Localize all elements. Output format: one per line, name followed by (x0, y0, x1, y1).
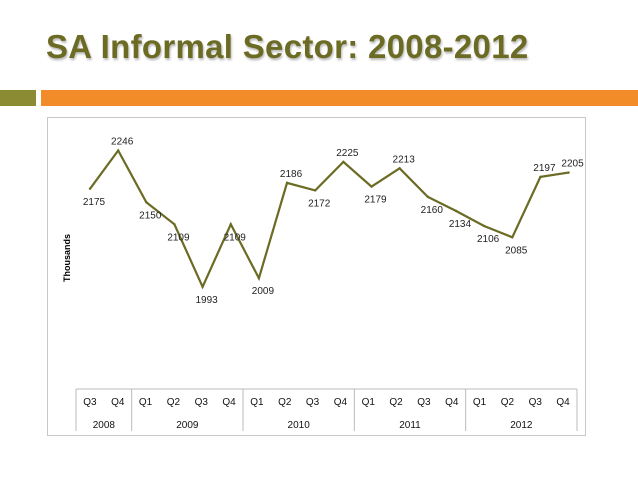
data-label: 2205 (561, 159, 584, 170)
x-tick-label: Q2 (501, 397, 515, 408)
data-label: 2134 (449, 219, 472, 230)
x-group-label: 2011 (399, 420, 421, 431)
data-label: 2225 (336, 148, 359, 159)
data-label: 2106 (477, 234, 500, 245)
data-point (511, 236, 514, 239)
data-point (201, 285, 204, 289)
title-accent-bar-orange (41, 90, 638, 106)
data-label: 2186 (280, 169, 303, 180)
x-tick-label: Q3 (195, 397, 209, 408)
data-point (88, 187, 92, 190)
data-point (145, 201, 148, 204)
data-point (173, 223, 176, 226)
series-line (89, 148, 569, 290)
title-accent-bar-olive (0, 90, 36, 106)
data-point (314, 189, 317, 192)
x-tick-label: Q3 (417, 397, 431, 408)
data-label: 2175 (83, 197, 106, 208)
x-tick-label: Q2 (389, 397, 403, 408)
y-axis-label: Thousands (62, 234, 72, 282)
x-tick-label: Q2 (167, 397, 181, 408)
data-label: 1993 (195, 295, 218, 306)
x-tick-label: Q2 (278, 397, 292, 408)
chart-frame (47, 117, 586, 436)
data-point (426, 195, 429, 199)
data-point (342, 160, 345, 164)
data-point (454, 209, 458, 213)
data-point (482, 224, 486, 228)
data-label: 2109 (224, 232, 247, 243)
data-label: 2085 (505, 245, 528, 256)
data-label: 2197 (533, 163, 556, 174)
x-tick-label: Q3 (83, 397, 97, 408)
x-tick-label: Q1 (139, 397, 153, 408)
x-tick-label: Q1 (473, 397, 487, 408)
data-point (257, 277, 261, 280)
x-group-label: 2009 (176, 420, 199, 431)
data-point (229, 223, 232, 226)
x-tick-label: Q4 (445, 397, 459, 408)
data-label: 2172 (308, 198, 331, 209)
data-label: 2109 (167, 232, 190, 243)
data-point (539, 175, 542, 179)
data-label: 2160 (421, 205, 444, 216)
x-group-label: 2008 (93, 420, 116, 431)
data-point (116, 149, 120, 152)
data-point (398, 167, 401, 170)
data-point (370, 185, 373, 188)
x-tick-label: Q4 (222, 397, 236, 408)
data-label: 2150 (139, 210, 162, 221)
data-label: 2213 (393, 154, 416, 165)
data-label: 2179 (364, 195, 387, 206)
x-tick-label: Q4 (334, 397, 348, 408)
x-group-label: 2010 (288, 420, 311, 431)
x-tick-label: Q1 (362, 397, 376, 408)
data-point (285, 181, 289, 185)
data-label: 2009 (252, 286, 275, 297)
data-label: 2246 (111, 137, 134, 148)
x-tick-label: Q3 (529, 397, 543, 408)
slide-title: SA Informal Sector: 2008-2012 (46, 28, 529, 65)
x-tick-label: Q1 (250, 397, 264, 408)
x-tick-label: Q3 (306, 397, 320, 408)
x-tick-label: Q4 (111, 397, 125, 408)
x-tick-label: Q4 (556, 397, 570, 408)
x-group-label: 2012 (510, 420, 533, 431)
data-point (567, 171, 570, 174)
